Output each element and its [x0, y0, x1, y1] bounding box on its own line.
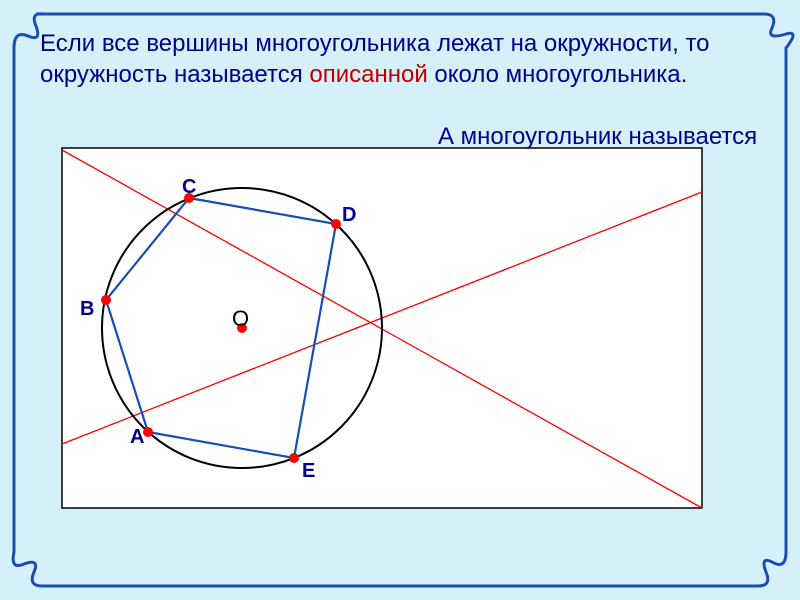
- geometry-diagram: A B C D E O: [42, 128, 722, 548]
- diagram-svg: [42, 128, 722, 548]
- vertex-label-e: E: [302, 460, 315, 483]
- vertex-label-b: B: [80, 298, 94, 321]
- vertex-b-point: [101, 295, 111, 305]
- para1-highlight: описанной: [309, 61, 427, 88]
- vertex-label-c: C: [182, 176, 196, 199]
- vertex-e-point: [289, 453, 299, 463]
- vertex-label-d: D: [342, 204, 356, 227]
- definition-text-1: Если все вершины многоугольника лежат на…: [40, 28, 760, 90]
- center-label-o: O: [232, 306, 249, 332]
- para1-part2: около многоугольника.: [428, 61, 688, 88]
- vertex-label-a: A: [130, 426, 144, 449]
- vertex-d-point: [331, 219, 341, 229]
- vertex-a-point: [143, 427, 153, 437]
